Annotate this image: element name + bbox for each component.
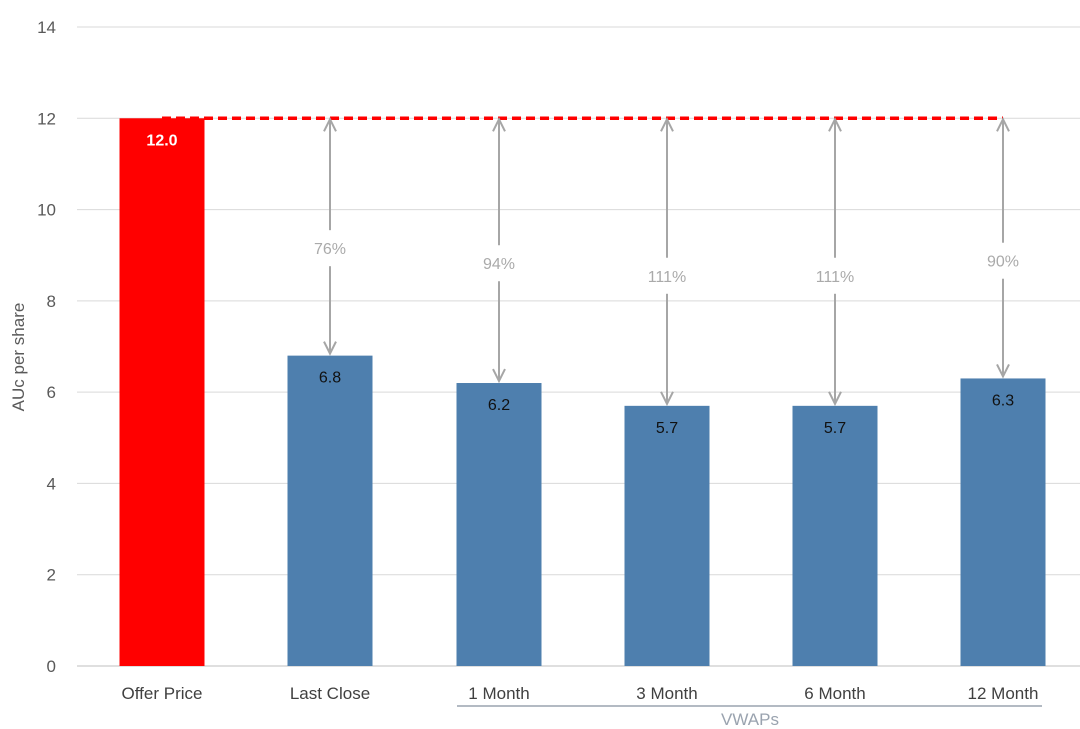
data-label: 5.7 — [656, 420, 678, 437]
arrow-head-up — [996, 117, 1010, 132]
arrow-head-up — [828, 117, 842, 132]
bar — [624, 405, 710, 666]
vwap-group: VWAPs — [457, 705, 1042, 729]
arrow-head-up — [660, 117, 674, 132]
y-tick-label: 6 — [47, 383, 56, 402]
category-label: Last Close — [290, 684, 370, 703]
category-label: 12 Month — [968, 684, 1039, 703]
premium-label: 90% — [987, 254, 1019, 271]
bar — [792, 405, 878, 666]
data-label: 6.2 — [488, 397, 510, 414]
arrow-head-down — [828, 391, 842, 407]
y-tick-label: 2 — [47, 566, 56, 585]
category-labels: Offer Price Last Close 1 Month 3 Month 6 Mon… — [122, 684, 1039, 703]
category-label: 6 Month — [804, 684, 865, 703]
category-label: 1 Month — [468, 684, 529, 703]
data-labels: 12.0 6.8 6.2 5.7 5.7 6.3 — [146, 132, 1014, 437]
premium-arrows: 76% 94% 111% 111% 90% — [314, 117, 1019, 407]
data-label: 5.7 — [824, 420, 846, 437]
bar — [119, 118, 205, 667]
data-label: 6.3 — [992, 392, 1014, 409]
bars — [119, 118, 1046, 667]
y-tick-label: 4 — [47, 474, 56, 493]
y-tick-label: 8 — [47, 292, 56, 311]
arrow-head-down — [660, 391, 674, 407]
y-tick-label: 10 — [37, 201, 56, 220]
data-label: 6.8 — [319, 370, 341, 387]
bar — [960, 378, 1046, 666]
gridlines — [77, 26, 1080, 667]
y-tick-label: 0 — [47, 657, 56, 676]
category-label: Offer Price — [122, 684, 203, 703]
y-axis-ticks: 0 2 4 6 8 10 12 14 — [37, 18, 56, 676]
y-tick-label: 12 — [37, 109, 56, 128]
bar — [456, 383, 542, 666]
premium-label: 111% — [816, 269, 855, 286]
premium-label: 94% — [483, 256, 515, 273]
category-label: 3 Month — [636, 684, 697, 703]
arrow-head-down — [492, 368, 506, 384]
group-label: VWAPs — [721, 710, 779, 729]
arrow-head-up — [492, 117, 506, 132]
data-label: 12.0 — [146, 132, 177, 149]
premium-label: 111% — [648, 269, 687, 286]
premium-label: 76% — [314, 241, 346, 258]
bar — [287, 355, 373, 666]
y-tick-label: 14 — [37, 18, 56, 37]
arrow-head-down — [323, 341, 337, 356]
arrow-head-down — [996, 364, 1010, 379]
y-axis-label: AUc per share — [9, 303, 28, 412]
arrow-head-up — [323, 117, 337, 132]
